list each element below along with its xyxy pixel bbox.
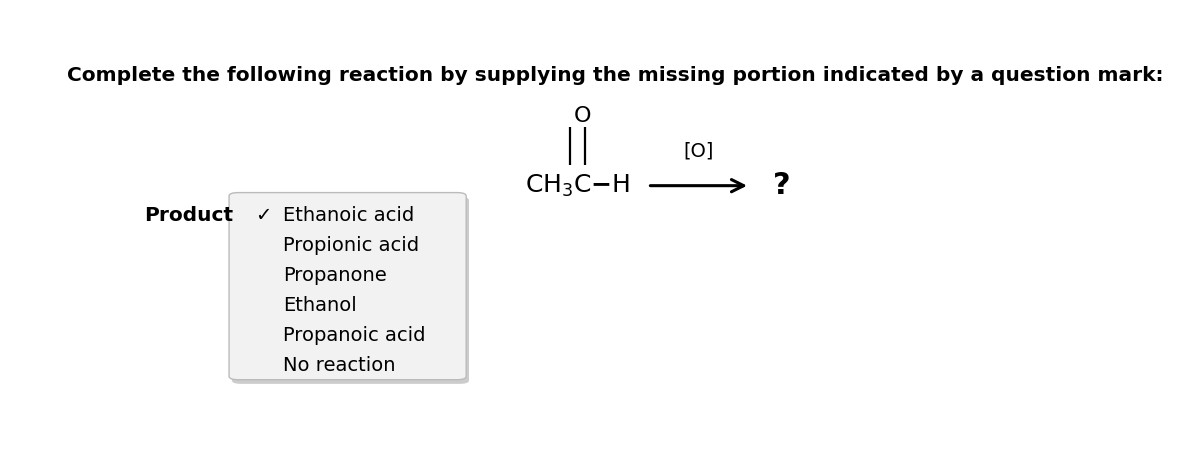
Text: ?: ? [773, 171, 791, 200]
Text: ✓: ✓ [256, 206, 271, 225]
Text: Product: Product [144, 206, 234, 225]
FancyBboxPatch shape [229, 193, 467, 380]
Text: Ethanoic acid: Ethanoic acid [283, 206, 414, 225]
Text: Propanoic acid: Propanoic acid [283, 326, 426, 345]
Text: Propanone: Propanone [283, 266, 386, 285]
FancyBboxPatch shape [232, 197, 469, 384]
Text: CH$_3$C$\mathbf{-}$H: CH$_3$C$\mathbf{-}$H [526, 172, 630, 199]
Text: Propionic acid: Propionic acid [283, 236, 419, 255]
Text: No reaction: No reaction [283, 356, 396, 375]
Text: O: O [574, 106, 592, 126]
Text: Complete the following reaction by supplying the missing portion indicated by a : Complete the following reaction by suppl… [67, 66, 1163, 85]
Text: Ethanol: Ethanol [283, 296, 356, 315]
Text: [O]: [O] [684, 141, 714, 161]
